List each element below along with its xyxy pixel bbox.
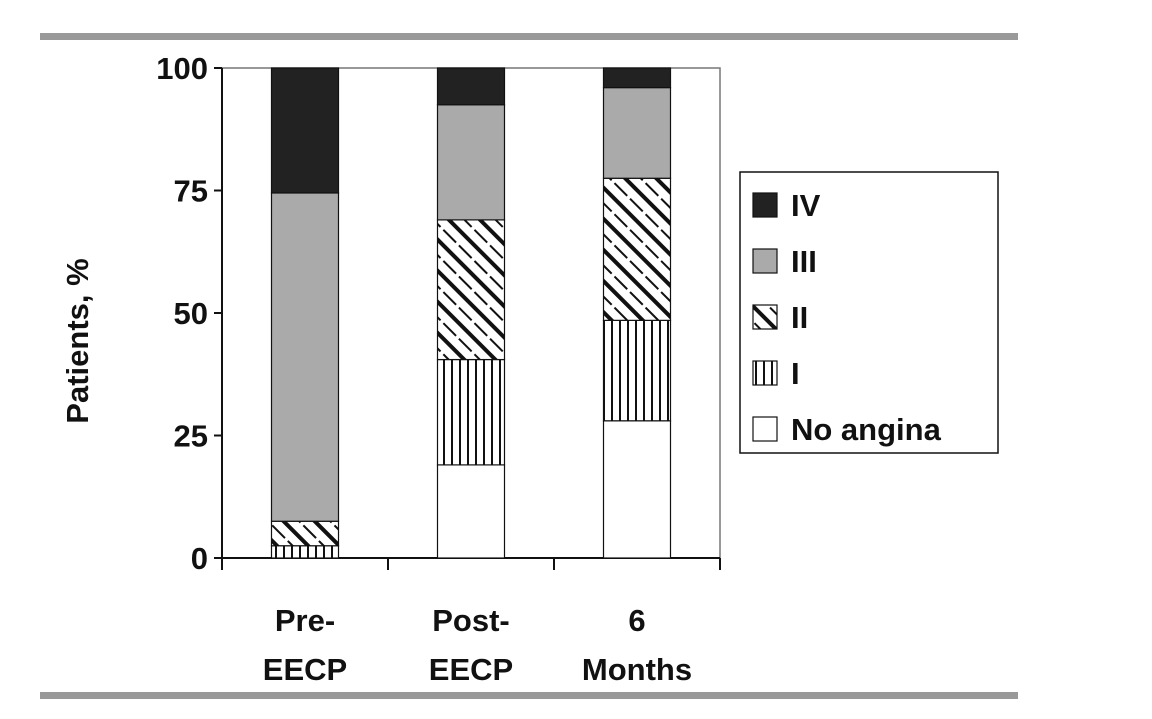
- y-tick-label: 50: [174, 296, 208, 331]
- y-tick-label: 75: [174, 174, 208, 209]
- legend-label: II: [791, 300, 808, 335]
- bottom-rule: [40, 692, 1018, 699]
- bar-segment: [436, 104, 506, 221]
- legend-swatch: [752, 416, 778, 442]
- bar-segment: [602, 319, 672, 422]
- legend-label: III: [791, 244, 817, 279]
- legend-swatch: [752, 248, 778, 274]
- bar-segment: [270, 520, 340, 547]
- bar-segment: [602, 67, 672, 89]
- legend-label: No angina: [791, 412, 942, 447]
- x-tick-label: Months: [582, 652, 692, 687]
- x-tick-label: EECP: [263, 652, 347, 687]
- bar-segment: [436, 358, 506, 466]
- x-tick-label: 6: [628, 603, 645, 638]
- x-tick-label: EECP: [429, 652, 513, 687]
- y-axis-label: Patients, %: [60, 258, 95, 423]
- y-tick-label: 25: [174, 419, 208, 454]
- y-tick-label: 100: [156, 51, 208, 86]
- bar-segment: [270, 67, 340, 194]
- legend-box: [739, 171, 999, 454]
- plot-area: 0 25 50 75 100 Patients, % Pre- EECP Post- EECP 6 M…: [60, 51, 721, 687]
- legend-swatch: [752, 192, 778, 218]
- bar-segment: [436, 219, 506, 361]
- bar-segment: [602, 86, 672, 179]
- legend-swatch: [752, 360, 778, 386]
- x-tick-label: Post-: [432, 603, 510, 638]
- legend-label: IV: [791, 188, 821, 223]
- bar-segment: [270, 545, 340, 559]
- bar-segment: [436, 464, 506, 559]
- y-tick-label: 0: [191, 541, 208, 576]
- bar-segment: [270, 192, 340, 522]
- bar-segment: [602, 420, 672, 559]
- x-tick-label: Pre-: [275, 603, 335, 638]
- legend-swatch: [752, 304, 778, 330]
- bar-segment: [436, 67, 506, 106]
- legend-label: I: [791, 356, 800, 391]
- bar-segment: [602, 177, 672, 321]
- top-rule: [40, 33, 1018, 40]
